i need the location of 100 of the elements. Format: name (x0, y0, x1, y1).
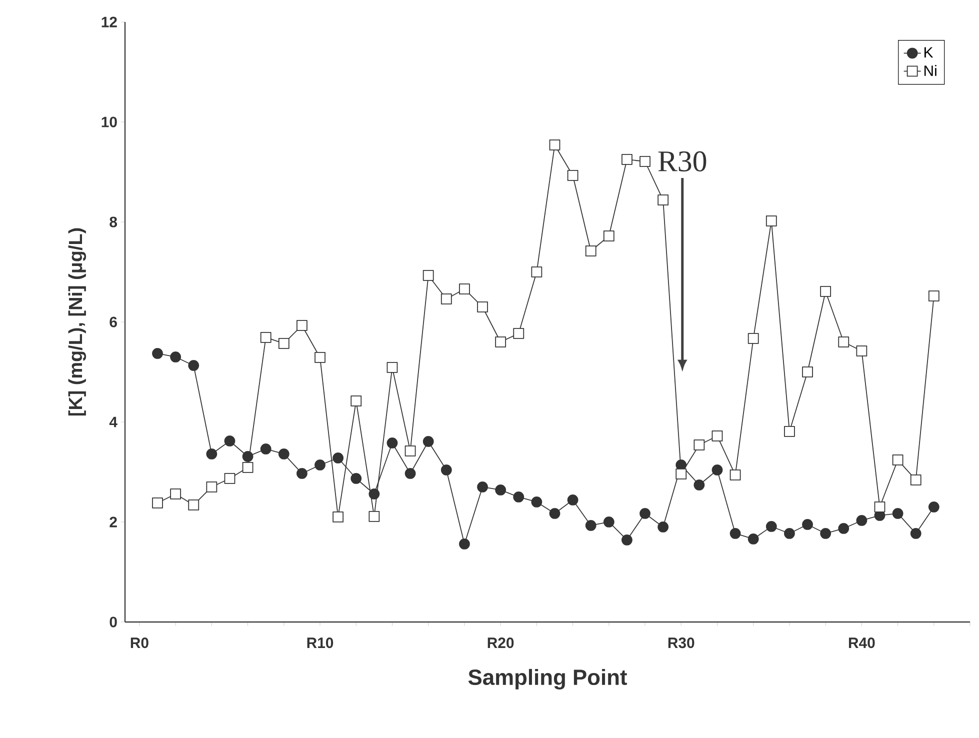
point (658, 522, 669, 532)
point (242, 451, 254, 462)
point (206, 448, 218, 460)
point (278, 338, 290, 349)
point (206, 482, 218, 492)
point (585, 520, 596, 531)
point (152, 498, 163, 508)
point (694, 480, 705, 490)
point (495, 336, 506, 348)
point (188, 360, 200, 371)
point (549, 140, 560, 150)
y-axis-title: [K] (mg/L), [Ni] (μg/L) (68, 228, 86, 416)
point (404, 468, 416, 479)
x-tick-label: R20 (488, 638, 514, 648)
point (730, 528, 741, 539)
point (314, 352, 326, 363)
point (368, 511, 380, 522)
point (892, 508, 904, 519)
point (296, 320, 308, 331)
point (802, 366, 813, 378)
x-tick-label: R40 (848, 638, 875, 648)
point (748, 333, 759, 344)
point (152, 348, 163, 359)
y-tick-label: 4 (109, 416, 118, 428)
point (422, 270, 434, 281)
point (495, 484, 506, 496)
point (170, 488, 182, 500)
point (585, 246, 596, 256)
point (640, 156, 650, 167)
y-tick-label: 2 (110, 516, 117, 528)
point (567, 170, 578, 181)
point (910, 528, 922, 539)
point (477, 482, 488, 492)
point (820, 286, 832, 297)
point (368, 488, 380, 500)
point (278, 448, 290, 460)
point (513, 328, 524, 339)
point (260, 444, 272, 454)
point (676, 468, 687, 480)
point (531, 496, 542, 508)
point (314, 460, 326, 470)
x-axis-title: Sampling Point (468, 668, 628, 690)
point (386, 438, 398, 448)
point (224, 436, 236, 446)
point (386, 362, 398, 373)
y-tick-label: 8 (110, 216, 118, 228)
point (856, 515, 868, 526)
point (332, 512, 344, 522)
point (910, 474, 922, 486)
point (567, 494, 578, 506)
point (459, 284, 470, 294)
point (856, 346, 868, 356)
point (531, 266, 542, 278)
point (603, 516, 614, 528)
y-tick-label: 12 (102, 16, 117, 28)
point (170, 352, 182, 362)
point (513, 492, 524, 502)
point (766, 216, 777, 226)
point (260, 332, 272, 343)
point (640, 508, 650, 519)
point (622, 534, 632, 546)
point (928, 502, 940, 512)
point (603, 230, 614, 242)
legend-label: K (924, 47, 934, 58)
point (694, 440, 705, 450)
point (820, 528, 832, 539)
point (459, 538, 470, 550)
y-tick-label: 10 (102, 116, 117, 128)
x-tick-label: R10 (307, 638, 334, 648)
point (802, 519, 813, 530)
point (188, 500, 200, 510)
annotation: R30 (658, 151, 706, 172)
point (332, 452, 344, 464)
point (892, 454, 904, 466)
point (242, 462, 254, 473)
point (224, 473, 236, 484)
y-tick-label: 0 (110, 616, 117, 628)
point (784, 426, 795, 437)
y-tick-label: 6 (110, 316, 117, 328)
point (838, 336, 850, 348)
point (350, 396, 362, 406)
point (874, 502, 886, 512)
legend-label: Ni (924, 65, 936, 76)
point (928, 290, 940, 302)
point (712, 464, 723, 476)
point (766, 521, 777, 532)
point (838, 523, 850, 534)
x-tick-label: R0 (130, 638, 148, 648)
point (440, 294, 452, 304)
point (477, 302, 488, 312)
point (712, 430, 723, 442)
point (404, 446, 416, 456)
x-tick-label: R30 (668, 638, 694, 648)
point (748, 534, 759, 544)
point (658, 194, 669, 206)
point (296, 468, 308, 479)
point (350, 473, 362, 484)
point (622, 154, 632, 165)
point (549, 508, 560, 519)
point (730, 470, 741, 480)
